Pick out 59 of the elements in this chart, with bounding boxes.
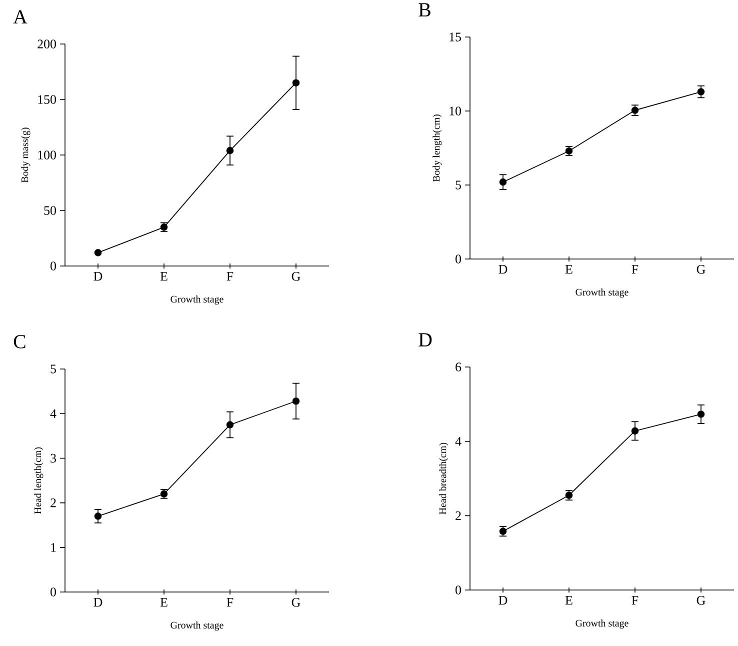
x-tick-label: G bbox=[696, 596, 706, 605]
x-axis-title: Growth stage bbox=[576, 288, 628, 298]
y-tick-label: 0 bbox=[50, 262, 56, 270]
chart-title: C bbox=[14, 334, 26, 348]
y-tick-label: 0 bbox=[456, 586, 462, 594]
point bbox=[697, 410, 705, 418]
point bbox=[226, 421, 234, 428]
x-tick-label: E bbox=[160, 272, 168, 281]
x-tick-label: F bbox=[632, 596, 638, 605]
y-tick-label: 4 bbox=[50, 409, 56, 418]
y-tick-label: 0 bbox=[50, 588, 56, 596]
x-tick-label: E bbox=[160, 598, 168, 607]
x-tick-label: E bbox=[565, 265, 572, 274]
y-tick-label: 2 bbox=[50, 498, 56, 508]
x-tick-label: D bbox=[94, 598, 102, 607]
chart-title: B bbox=[418, 3, 430, 16]
x-tick-label: G bbox=[696, 265, 706, 274]
chart-title: A bbox=[13, 10, 28, 24]
y-tick-label: 50 bbox=[44, 206, 56, 215]
y-tick-label: 15 bbox=[450, 32, 461, 42]
x-tick-label: G bbox=[292, 272, 300, 281]
x-axis-title: Growth stage bbox=[170, 296, 224, 305]
point bbox=[697, 88, 705, 96]
x-tick-label: F bbox=[226, 272, 234, 281]
y-tick-label: 6 bbox=[456, 362, 462, 372]
point bbox=[499, 178, 507, 186]
y-tick-label: 4 bbox=[455, 437, 462, 446]
y-axis-title: Body mass(g) bbox=[21, 128, 30, 183]
chart-title: D bbox=[418, 333, 432, 346]
point bbox=[631, 106, 639, 114]
point bbox=[94, 249, 102, 256]
point bbox=[292, 397, 300, 405]
point bbox=[226, 146, 234, 154]
x-tick-label: F bbox=[226, 598, 234, 607]
x-tick-label: D bbox=[94, 272, 102, 281]
y-tick-label: 100 bbox=[38, 150, 56, 160]
y-tick-label: 200 bbox=[38, 40, 56, 48]
y-axis-title: Head length(cm) bbox=[34, 447, 44, 514]
y-axis-title: Head breadth(cm) bbox=[439, 442, 448, 514]
point bbox=[565, 492, 573, 499]
point bbox=[94, 512, 102, 520]
y-tick-label: 3 bbox=[50, 454, 56, 463]
y-axis-title: Body length(cm) bbox=[432, 114, 442, 182]
point bbox=[631, 427, 639, 435]
y-tick-label: 5 bbox=[50, 364, 56, 374]
y-tick-label: 150 bbox=[38, 95, 56, 104]
x-tick-label: G bbox=[292, 598, 300, 607]
point bbox=[292, 79, 300, 86]
y-tick-label: 10 bbox=[450, 106, 462, 116]
x-tick-label: D bbox=[498, 596, 508, 605]
x-axis-title: Growth stage bbox=[170, 622, 224, 631]
y-tick-label: 0 bbox=[456, 254, 462, 264]
y-tick-label: 1 bbox=[51, 543, 56, 552]
x-tick-label: D bbox=[498, 265, 508, 274]
x-tick-label: E bbox=[565, 596, 572, 605]
x-axis-title: Growth stage bbox=[576, 620, 628, 629]
x-tick-label: F bbox=[632, 265, 638, 274]
y-tick-label: 2 bbox=[456, 511, 461, 520]
y-tick-label: 5 bbox=[456, 180, 461, 190]
